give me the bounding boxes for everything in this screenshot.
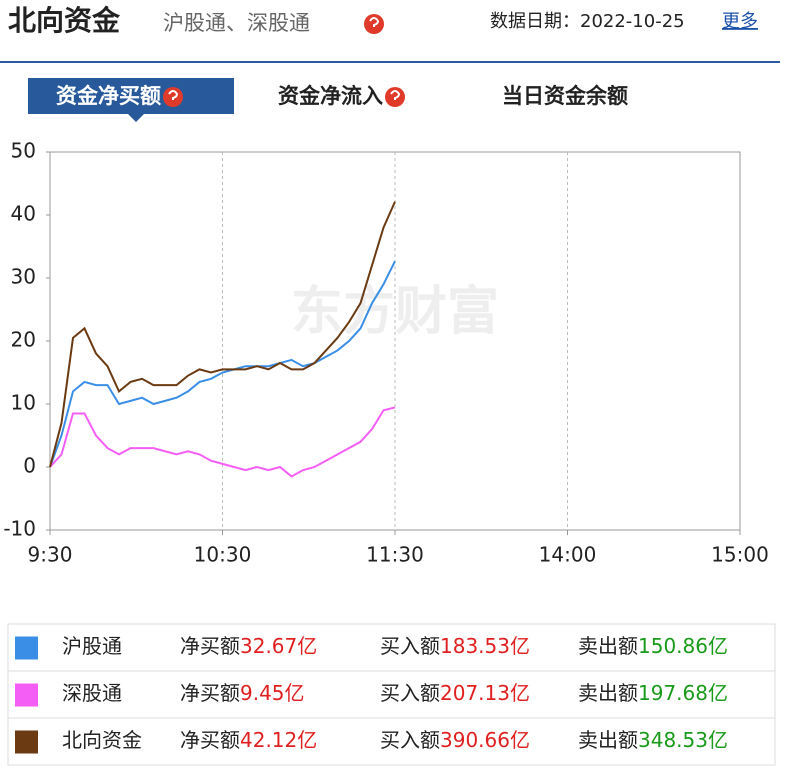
summary-label: 买入额 — [380, 634, 440, 658]
summary-label: 净买额 — [180, 681, 240, 705]
series-line — [49, 406, 396, 478]
help-icon[interactable] — [364, 14, 384, 34]
series-line — [49, 260, 396, 468]
summary-label: 卖出额 — [578, 728, 638, 752]
legend-label: 北向资金 — [62, 728, 142, 752]
y-tick-label: 40 — [11, 202, 36, 226]
summary-value: 207.13亿 — [440, 681, 530, 705]
tab-pointer — [128, 114, 144, 122]
title: 北向资金 — [8, 4, 121, 37]
legend-label: 沪股通 — [62, 634, 122, 658]
y-tick-label: 10 — [11, 391, 36, 415]
legend-swatch — [15, 730, 38, 754]
y-tick-label: 30 — [11, 265, 36, 289]
x-tick-label: 14:00 — [539, 543, 597, 567]
x-tick-label: 11:30 — [366, 543, 424, 567]
summary-value: 150.86亿 — [638, 634, 728, 658]
legend-label: 深股通 — [62, 681, 122, 705]
x-tick-label: 10:30 — [194, 543, 252, 567]
row-frame — [7, 717, 776, 766]
legend-swatch — [15, 636, 38, 660]
tab-label[interactable]: 资金净流入 — [278, 84, 383, 108]
active-tab[interactable] — [28, 78, 234, 114]
summary-value: 183.53亿 — [440, 634, 530, 658]
more-link[interactable]: 更多 — [722, 11, 758, 32]
summary-label: 卖出额 — [578, 681, 638, 705]
summary-value: 42.12亿 — [240, 728, 317, 752]
x-tick-label: 9:30 — [28, 543, 73, 567]
summary-label: 卖出额 — [578, 634, 638, 658]
summary-label: 买入额 — [380, 681, 440, 705]
summary-value: 32.67亿 — [240, 634, 317, 658]
summary-value: 9.45亿 — [240, 681, 305, 705]
summary-label: 净买额 — [180, 728, 240, 752]
summary-value: 197.68亿 — [638, 681, 728, 705]
date: 数据日期：2022-10-25 — [490, 11, 685, 32]
y-tick-label: -10 — [3, 517, 36, 541]
help-icon-mark — [168, 90, 179, 100]
x-tick-label: 15:00 — [711, 543, 769, 567]
series-line — [49, 201, 396, 468]
help-icon-mark — [390, 90, 401, 100]
summary-value: 348.53亿 — [638, 728, 728, 752]
y-tick-label: 20 — [11, 328, 36, 352]
legend-swatch — [15, 683, 38, 707]
y-tick-label: 0 — [23, 454, 36, 478]
tab-label[interactable]: 资金净买额 — [56, 84, 161, 108]
tab-label[interactable]: 当日资金余额 — [502, 84, 628, 108]
summary-value: 390.66亿 — [440, 728, 530, 752]
subtitle: 沪股通、深股通 — [163, 11, 310, 35]
summary-label: 净买额 — [180, 634, 240, 658]
summary-label: 买入额 — [380, 728, 440, 752]
y-tick-label: 50 — [11, 139, 36, 163]
